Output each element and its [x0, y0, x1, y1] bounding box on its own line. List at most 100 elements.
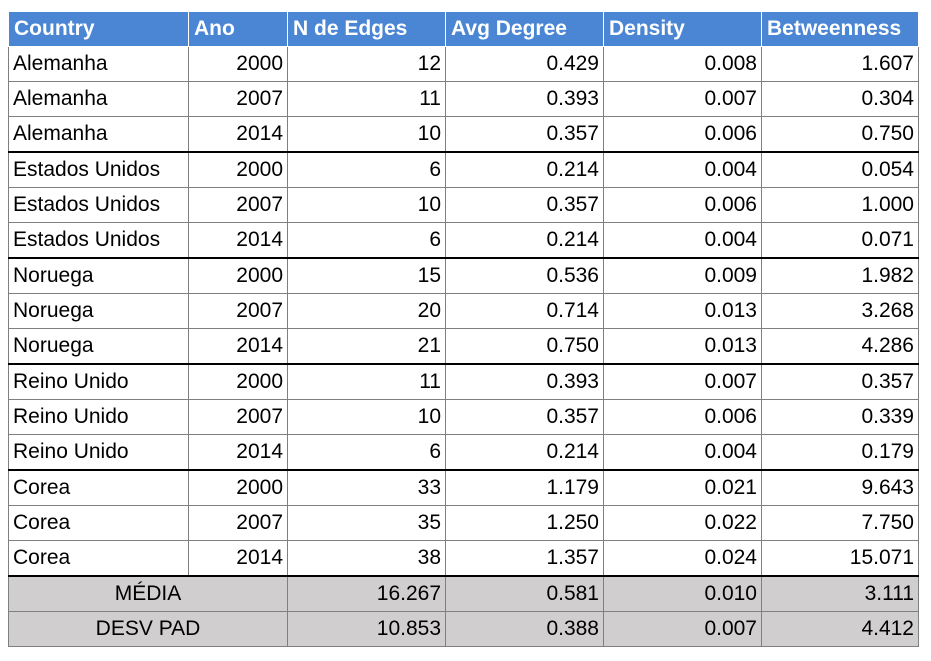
- cell-avg-degree[interactable]: 0.357: [445, 399, 604, 435]
- cell-density[interactable]: 0.004: [603, 222, 762, 259]
- cell-ano[interactable]: 2014: [188, 116, 288, 153]
- header-avg-degree[interactable]: Avg Degree: [445, 11, 604, 47]
- cell-country[interactable]: Reino Unido: [8, 434, 189, 471]
- cell-betweenness[interactable]: 7.750: [761, 505, 919, 541]
- cell-country[interactable]: Corea: [8, 470, 189, 506]
- summary-value-avg-degree[interactable]: 0.581: [445, 575, 604, 612]
- cell-country[interactable]: Reino Unido: [8, 364, 189, 400]
- cell-avg-degree[interactable]: 0.714: [445, 293, 604, 329]
- cell-density[interactable]: 0.006: [603, 399, 762, 435]
- cell-country[interactable]: Noruega: [8, 258, 189, 294]
- cell-betweenness[interactable]: 1.000: [761, 187, 919, 223]
- cell-density[interactable]: 0.009: [603, 258, 762, 294]
- cell-betweenness[interactable]: 9.643: [761, 470, 919, 506]
- summary-value-edges[interactable]: 16.267: [287, 575, 446, 612]
- cell-density[interactable]: 0.006: [603, 187, 762, 223]
- summary-value-density[interactable]: 0.007: [603, 611, 762, 647]
- cell-edges[interactable]: 11: [287, 364, 446, 400]
- header-betweenness[interactable]: Betweenness: [761, 11, 919, 47]
- cell-avg-degree[interactable]: 0.750: [445, 328, 604, 365]
- cell-ano[interactable]: 2014: [188, 222, 288, 259]
- cell-country[interactable]: Corea: [8, 505, 189, 541]
- cell-betweenness[interactable]: 0.750: [761, 116, 919, 153]
- cell-ano[interactable]: 2007: [188, 505, 288, 541]
- cell-avg-degree[interactable]: 0.214: [445, 434, 604, 471]
- header-country[interactable]: Country: [8, 11, 189, 47]
- summary-label[interactable]: MÉDIA: [8, 575, 288, 612]
- cell-density[interactable]: 0.007: [603, 81, 762, 117]
- cell-betweenness[interactable]: 0.339: [761, 399, 919, 435]
- cell-density[interactable]: 0.007: [603, 364, 762, 400]
- cell-betweenness[interactable]: 0.304: [761, 81, 919, 117]
- summary-value-edges[interactable]: 10.853: [287, 611, 446, 647]
- cell-ano[interactable]: 2000: [188, 470, 288, 506]
- cell-avg-degree[interactable]: 1.357: [445, 540, 604, 577]
- cell-country[interactable]: Alemanha: [8, 116, 189, 153]
- cell-ano[interactable]: 2007: [188, 293, 288, 329]
- cell-edges[interactable]: 12: [287, 46, 446, 82]
- summary-value-avg-degree[interactable]: 0.388: [445, 611, 604, 647]
- cell-ano[interactable]: 2007: [188, 399, 288, 435]
- cell-edges[interactable]: 21: [287, 328, 446, 365]
- cell-country[interactable]: Corea: [8, 540, 189, 577]
- cell-betweenness[interactable]: 3.268: [761, 293, 919, 329]
- cell-betweenness[interactable]: 0.179: [761, 434, 919, 471]
- cell-density[interactable]: 0.004: [603, 434, 762, 471]
- cell-country[interactable]: Noruega: [8, 328, 189, 365]
- cell-ano[interactable]: 2000: [188, 258, 288, 294]
- cell-edges[interactable]: 6: [287, 434, 446, 471]
- cell-avg-degree[interactable]: 0.357: [445, 187, 604, 223]
- cell-edges[interactable]: 6: [287, 222, 446, 259]
- cell-density[interactable]: 0.022: [603, 505, 762, 541]
- cell-density[interactable]: 0.006: [603, 116, 762, 153]
- cell-avg-degree[interactable]: 0.393: [445, 81, 604, 117]
- cell-density[interactable]: 0.013: [603, 328, 762, 365]
- cell-ano[interactable]: 2000: [188, 364, 288, 400]
- cell-avg-degree[interactable]: 0.393: [445, 364, 604, 400]
- cell-country[interactable]: Reino Unido: [8, 399, 189, 435]
- cell-country[interactable]: Alemanha: [8, 46, 189, 82]
- cell-ano[interactable]: 2007: [188, 187, 288, 223]
- cell-density[interactable]: 0.024: [603, 540, 762, 577]
- summary-label[interactable]: DESV PAD: [8, 611, 288, 647]
- summary-value-betweenness[interactable]: 4.412: [761, 611, 919, 647]
- cell-country[interactable]: Alemanha: [8, 81, 189, 117]
- cell-country[interactable]: Noruega: [8, 293, 189, 329]
- cell-betweenness[interactable]: 0.071: [761, 222, 919, 259]
- cell-avg-degree[interactable]: 0.536: [445, 258, 604, 294]
- cell-betweenness[interactable]: 0.357: [761, 364, 919, 400]
- cell-density[interactable]: 0.004: [603, 152, 762, 188]
- summary-value-density[interactable]: 0.010: [603, 575, 762, 612]
- cell-edges[interactable]: 33: [287, 470, 446, 506]
- cell-country[interactable]: Estados Unidos: [8, 152, 189, 188]
- cell-density[interactable]: 0.013: [603, 293, 762, 329]
- cell-betweenness[interactable]: 1.607: [761, 46, 919, 82]
- cell-avg-degree[interactable]: 0.214: [445, 222, 604, 259]
- cell-density[interactable]: 0.008: [603, 46, 762, 82]
- cell-betweenness[interactable]: 0.054: [761, 152, 919, 188]
- cell-ano[interactable]: 2000: [188, 152, 288, 188]
- summary-value-betweenness[interactable]: 3.111: [761, 575, 919, 612]
- cell-country[interactable]: Estados Unidos: [8, 187, 189, 223]
- cell-edges[interactable]: 10: [287, 116, 446, 153]
- cell-ano[interactable]: 2000: [188, 46, 288, 82]
- cell-avg-degree[interactable]: 1.179: [445, 470, 604, 506]
- header-density[interactable]: Density: [603, 11, 762, 47]
- cell-edges[interactable]: 6: [287, 152, 446, 188]
- cell-ano[interactable]: 2014: [188, 434, 288, 471]
- header-ano[interactable]: Ano: [188, 11, 288, 47]
- cell-betweenness[interactable]: 1.982: [761, 258, 919, 294]
- cell-edges[interactable]: 11: [287, 81, 446, 117]
- cell-ano[interactable]: 2007: [188, 81, 288, 117]
- cell-betweenness[interactable]: 4.286: [761, 328, 919, 365]
- cell-betweenness[interactable]: 15.071: [761, 540, 919, 577]
- cell-edges[interactable]: 15: [287, 258, 446, 294]
- cell-avg-degree[interactable]: 1.250: [445, 505, 604, 541]
- cell-ano[interactable]: 2014: [188, 328, 288, 365]
- cell-country[interactable]: Estados Unidos: [8, 222, 189, 259]
- cell-ano[interactable]: 2014: [188, 540, 288, 577]
- cell-density[interactable]: 0.021: [603, 470, 762, 506]
- cell-edges[interactable]: 35: [287, 505, 446, 541]
- cell-avg-degree[interactable]: 0.214: [445, 152, 604, 188]
- header-edges[interactable]: N de Edges: [287, 11, 446, 47]
